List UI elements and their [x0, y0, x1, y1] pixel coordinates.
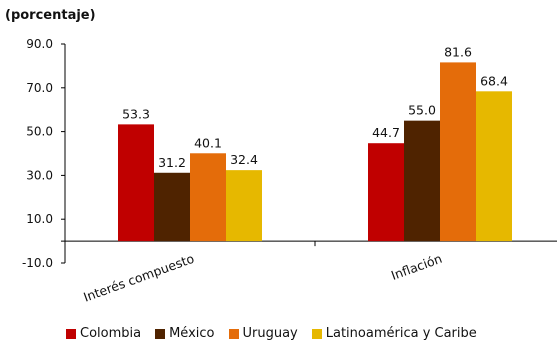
bar [190, 153, 226, 242]
data-label: 53.3 [122, 106, 150, 121]
y-tick-label: 50.0 [26, 125, 53, 139]
data-label: 32.4 [230, 152, 258, 167]
y-tick-label: -10.0 [22, 256, 53, 270]
legend-swatch-colombia [66, 328, 76, 339]
x-category-label: Interés compuesto [81, 251, 196, 305]
bar [118, 124, 154, 242]
y-tick-label: 90.0 [26, 37, 53, 51]
y-axis-unit-label: (porcentaje) [5, 8, 96, 23]
legend-item-colombia: Colombia [66, 326, 141, 341]
y-tick-label: 10.0 [26, 212, 53, 226]
data-label: 31.2 [158, 155, 186, 170]
legend-item-uruguay: Uruguay [228, 326, 298, 341]
data-label: 40.1 [194, 135, 222, 150]
legend-swatch-mexico [155, 328, 166, 339]
legend-label-mexico: México [169, 326, 215, 341]
bar [226, 170, 262, 242]
legend-label-colombia: Colombia [80, 326, 142, 341]
bar [154, 172, 190, 242]
y-tick-label: 70.0 [26, 81, 53, 95]
legend-item-mexico: México [155, 326, 215, 341]
legend-swatch-uruguay [228, 328, 239, 339]
data-label: 81.6 [444, 44, 472, 59]
bar [368, 143, 404, 242]
bar-chart: 90.0 70.0 50.0 30.0 10.0 -10.0 53.3 31.2 40.1 32.… [22, 37, 557, 305]
bar [404, 120, 440, 242]
legend-swatch-latinoamerica [311, 328, 322, 339]
legend-label-uruguay: Uruguay [242, 326, 298, 341]
data-label: 55.0 [408, 103, 436, 118]
x-category-label: Inflación [389, 251, 444, 283]
chart-legend: Colombia México Uruguay Latinoamérica y … [66, 326, 477, 341]
y-tick-label: 30.0 [26, 168, 53, 182]
data-label: 44.7 [372, 125, 400, 140]
bar [440, 62, 476, 242]
legend-label-latinoamerica: Latinoamérica y Caribe [325, 326, 477, 341]
legend-item-latinoamerica: Latinoamérica y Caribe [311, 326, 477, 341]
bar [476, 91, 512, 242]
data-label: 68.4 [480, 73, 508, 88]
